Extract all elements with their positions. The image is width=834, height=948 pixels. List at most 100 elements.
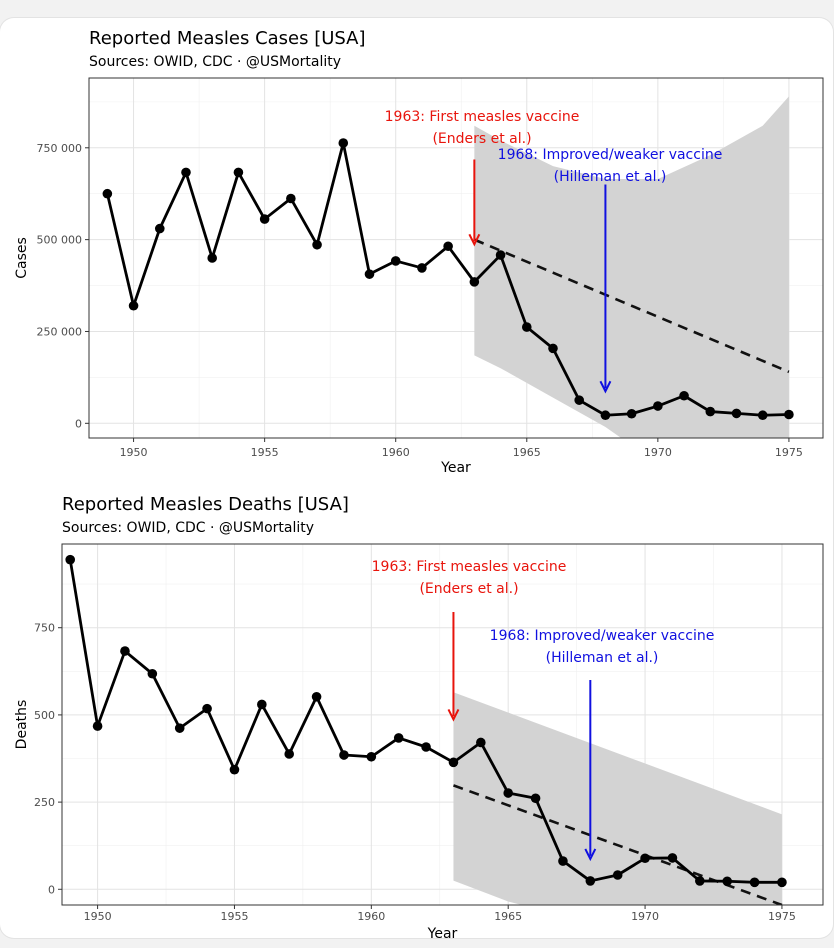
data-point <box>626 408 637 419</box>
y-tick-label: 250 000 <box>37 325 83 338</box>
data-point <box>284 749 295 759</box>
annotation-text: 1968: Improved/weaker vaccine <box>490 628 715 644</box>
data-point <box>443 241 453 252</box>
data-point <box>695 876 705 886</box>
data-point <box>705 406 716 417</box>
data-point <box>92 721 103 731</box>
data-point <box>521 322 532 332</box>
data-point <box>600 410 611 421</box>
data-point <box>366 751 377 762</box>
y-axis-label: Cases <box>14 237 30 279</box>
data-point <box>574 395 585 405</box>
y-tick-label: 0 <box>75 417 82 430</box>
data-point <box>667 853 678 863</box>
data-point <box>495 250 506 260</box>
x-tick-label: 1950 <box>120 446 148 459</box>
annotation-arrowhead <box>584 848 597 862</box>
trend-line <box>473 238 790 374</box>
data-point <box>286 193 296 204</box>
data-point <box>722 876 732 887</box>
annotation-text: (Hilleman et al.) <box>546 650 659 666</box>
annotation-text: 1968: Improved/weaker vaccine <box>498 147 723 163</box>
charts-svg: 1950 1955 1960 1965 1970 1975 0 250 000 500 000 7… <box>14 28 824 938</box>
y-axis-label: Deaths <box>14 700 30 750</box>
x-tick-label: 1955 <box>220 910 248 923</box>
data-point <box>749 877 760 888</box>
data-point <box>120 646 130 656</box>
annotation-arrowhead <box>447 708 460 722</box>
x-tick-label: 1975 <box>775 446 803 459</box>
confidence-band <box>453 692 782 905</box>
y-tick-label: 750 000 <box>37 142 83 155</box>
data-point <box>784 409 794 420</box>
data-point <box>653 401 663 411</box>
data-point <box>154 223 165 234</box>
data-point <box>448 757 459 768</box>
data-point <box>102 188 113 199</box>
data-point <box>339 750 349 760</box>
data-point <box>679 390 689 401</box>
data-point <box>612 870 623 880</box>
data-point <box>311 691 322 702</box>
data-point <box>503 788 513 798</box>
annotation-text: (Enders et al.) <box>432 131 531 147</box>
x-tick-label: 1960 <box>382 446 410 459</box>
y-tick-label: 750 <box>34 622 55 635</box>
y-tick-label: 250 <box>34 796 55 809</box>
annotation-text: (Enders et al.) <box>419 581 518 597</box>
x-tick-label: 1970 <box>644 446 672 459</box>
data-point <box>393 733 404 743</box>
data-point <box>476 737 486 748</box>
data-point <box>421 742 431 752</box>
chart-2: 1950 1955 1960 1965 1970 1975 0 250 500 750 1963: … <box>14 494 824 938</box>
chart-1: 1950 1955 1960 1965 1970 1975 0 250 000 500 000 7… <box>14 28 824 476</box>
data-point <box>777 877 787 888</box>
data-point <box>65 554 76 565</box>
data-point <box>417 263 427 273</box>
x-tick-label: 1965 <box>494 910 522 923</box>
annotation-text: (Hilleman et al.) <box>554 169 667 185</box>
chart-title: Reported Measles Deaths [USA] <box>62 494 349 515</box>
data-point <box>181 167 191 178</box>
data-point <box>207 253 218 263</box>
y-tick-label: 500 <box>34 709 55 722</box>
x-tick-label: 1950 <box>84 910 112 923</box>
data-point <box>259 214 270 224</box>
annotation-text: 1963: First measles vaccine <box>372 559 567 575</box>
data-point <box>731 408 742 419</box>
data-point <box>312 239 322 250</box>
data-point <box>585 876 596 886</box>
data-point <box>233 167 244 178</box>
data-point <box>338 138 349 148</box>
data-point <box>147 668 158 679</box>
data-point <box>558 856 568 866</box>
x-tick-label: 1960 <box>357 910 385 923</box>
annotation-text: 1963: First measles vaccine <box>385 109 580 125</box>
chart-title: Reported Measles Cases [USA] <box>89 28 366 49</box>
y-tick-label: 0 <box>48 883 55 896</box>
x-tick-label: 1970 <box>631 910 659 923</box>
chart-subtitle: Sources: OWID, CDC · @USMortality <box>89 54 341 70</box>
data-point <box>530 793 541 804</box>
annotation-arrowhead <box>468 233 481 247</box>
y-tick-label: 500 000 <box>37 234 83 247</box>
panel-border <box>61 543 824 906</box>
x-tick-label: 1975 <box>768 910 796 923</box>
data-point <box>640 853 650 864</box>
chart-subtitle: Sources: OWID, CDC · @USMortality <box>62 520 314 536</box>
data-point <box>128 300 139 311</box>
panel-border <box>88 77 824 439</box>
data-point <box>757 410 768 421</box>
x-tick-label: 1955 <box>251 446 279 459</box>
annotation-arrowhead <box>599 380 612 394</box>
data-point <box>364 269 375 279</box>
x-tick-label: 1965 <box>513 446 541 459</box>
data-point <box>548 343 558 354</box>
data-point <box>174 723 185 733</box>
data-point <box>257 699 267 710</box>
data-point <box>229 764 240 775</box>
x-axis-label: Year <box>427 926 458 938</box>
chart-card: 1950 1955 1960 1965 1970 1975 0 250 000 500 000 7… <box>0 18 833 938</box>
data-point <box>202 703 212 714</box>
data-point <box>390 256 401 266</box>
